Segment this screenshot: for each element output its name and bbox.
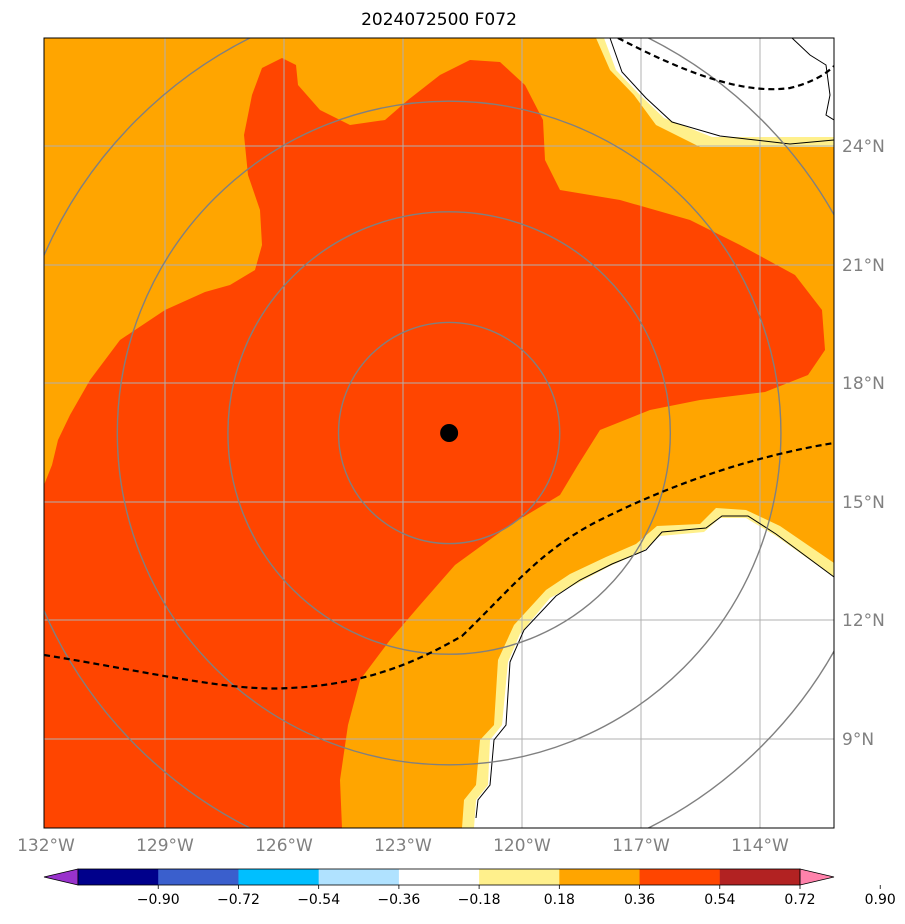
range-ring-1: [337, 321, 561, 545]
lon-label-120: 120°W: [493, 836, 551, 856]
colorbar-extend-min: [43, 868, 79, 886]
colorbar-segment-2: [158, 869, 239, 885]
range-ring-3: [116, 100, 782, 766]
map-title: 2024072500 F072: [361, 10, 517, 30]
colorbar-label: −0.90: [137, 892, 180, 908]
colorbar-frame: [77, 868, 801, 886]
colorbar-segment-8: [639, 869, 721, 885]
longitude-labels: 132°W 129°W 126°W 123°W 120°W 117°W 114°…: [17, 836, 789, 856]
colorbar-segment-6: [479, 869, 560, 885]
storm-center-marker: [440, 424, 459, 442]
colorbar-label: −0.18: [458, 892, 501, 908]
colorbar-label: −0.54: [297, 892, 340, 908]
colorbar-label: −0.72: [217, 892, 260, 908]
coastline: [475, 38, 834, 819]
lon-label-129: 129°W: [136, 836, 194, 856]
lon-label-126: 126°W: [255, 836, 313, 856]
colorbar-label: 0.54: [704, 892, 735, 908]
colorbar-label: 0.90: [865, 892, 896, 908]
map-plot-area: [44, 38, 834, 828]
colorbar-segment-7: [559, 869, 641, 885]
colorbar-segment-9: [719, 869, 801, 885]
zero-contour-lines: [44, 38, 834, 690]
colorbar: −0.90 −0.72 −0.54 −0.36 −0.18 0.18 0.36 0.54 0.7…: [43, 868, 896, 908]
colorbar-segment-5: [398, 869, 480, 885]
colorbar-label: 0.18: [544, 892, 575, 908]
map-frame: [43, 37, 835, 829]
colorbar-segment-3: [238, 869, 320, 885]
lon-label-117: 117°W: [612, 836, 670, 856]
field-level-white-se: [474, 518, 834, 828]
field-level-red: [44, 58, 825, 828]
lat-label-21: 21°N: [842, 256, 885, 276]
colorbar-extend-max: [799, 868, 835, 886]
latitude-labels: 9°N 12°N 15°N 18°N 21°N 24°N: [842, 137, 885, 750]
range-rings: [44, 38, 834, 828]
colorbar-label: −0.36: [377, 892, 420, 908]
lat-label-24: 24°N: [842, 137, 885, 157]
colorbar-segment-1: [78, 869, 159, 885]
range-ring-2: [227, 211, 672, 655]
colorbar-segment-4: [318, 869, 400, 885]
colorbar-label: 0.36: [624, 892, 655, 908]
lat-label-9: 9°N: [842, 730, 874, 750]
colorbar-label: 0.72: [784, 892, 815, 908]
lat-label-18: 18°N: [842, 374, 885, 394]
lon-label-114: 114°W: [731, 836, 789, 856]
lat-label-15: 15°N: [842, 493, 885, 513]
dashed-contour-south: [44, 441, 834, 690]
lon-label-123: 123°W: [374, 836, 432, 856]
lat-label-12: 12°N: [842, 611, 885, 631]
lon-label-132: 132°W: [17, 836, 75, 856]
